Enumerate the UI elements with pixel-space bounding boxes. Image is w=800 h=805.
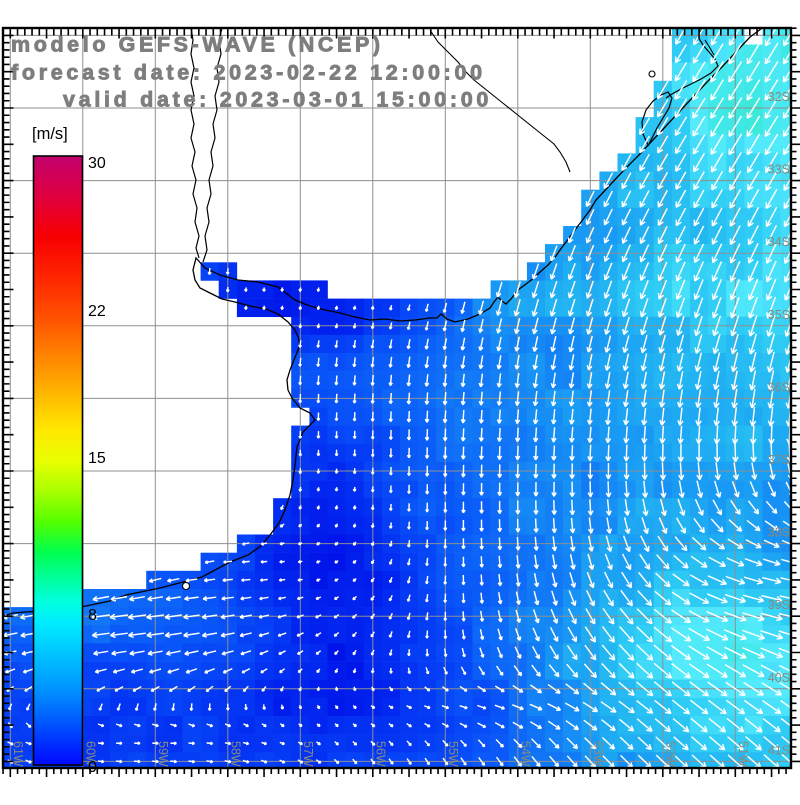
svg-text:41S: 41S (768, 743, 790, 757)
svg-text:modelo GEFS-WAVE (NCEP): modelo GEFS-WAVE (NCEP) (11, 33, 384, 57)
svg-text:56W: 56W (373, 741, 387, 767)
svg-text:39S: 39S (768, 598, 790, 612)
svg-text:57W: 57W (301, 741, 315, 767)
svg-text:15: 15 (88, 450, 106, 467)
svg-text:8: 8 (88, 607, 97, 624)
svg-text:0: 0 (88, 759, 97, 776)
svg-text:22: 22 (88, 303, 106, 320)
svg-text:40S: 40S (768, 671, 790, 685)
svg-text:52W: 52W (663, 741, 677, 767)
svg-text:36S: 36S (768, 380, 790, 394)
svg-text:32S: 32S (768, 90, 790, 104)
svg-text:33S: 33S (768, 163, 790, 177)
svg-text:38S: 38S (768, 526, 790, 540)
svg-text:55W: 55W (446, 741, 460, 767)
svg-text:61W: 61W (11, 741, 25, 767)
svg-text:58W: 58W (228, 741, 242, 767)
svg-text:54W: 54W (518, 741, 532, 767)
svg-text:53W: 53W (591, 741, 605, 767)
svg-text:60W: 60W (83, 741, 97, 767)
svg-text:30: 30 (88, 155, 106, 172)
svg-text:59W: 59W (156, 741, 170, 767)
svg-text:35S: 35S (768, 308, 790, 322)
svg-text:[m/s]: [m/s] (32, 125, 68, 143)
svg-text:valid date: 2023-03-01 15:00:0: valid date: 2023-03-01 15:00:00 (63, 88, 492, 112)
svg-text:51W: 51W (736, 741, 750, 767)
svg-text:34S: 34S (768, 235, 790, 249)
svg-text:37S: 37S (768, 453, 790, 467)
svg-text:forecast date: 2023-02-22 12:0: forecast date: 2023-02-22 12:00:00 (11, 61, 486, 85)
